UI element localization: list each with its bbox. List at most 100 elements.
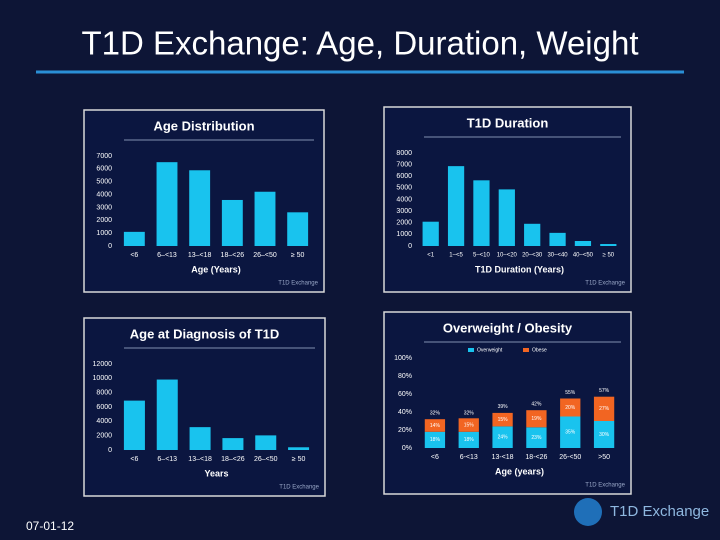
bar-segment	[424, 431, 446, 448]
x-tick-label: 26-<50	[559, 454, 581, 461]
data-label: 24%	[498, 435, 509, 441]
data-label: 30%	[599, 432, 610, 438]
bar-segment	[593, 396, 615, 421]
data-label: 23%	[531, 435, 542, 441]
y-tick-label: 1000	[396, 231, 412, 238]
y-tick-label: 20%	[398, 427, 412, 434]
y-tick-label: 4000	[96, 191, 112, 198]
data-label: 20%	[565, 405, 576, 411]
bar	[287, 212, 309, 246]
x-tick-label: ≥ 50	[292, 456, 306, 463]
y-tick-label: 8000	[96, 390, 112, 397]
y-tick-label: 10000	[93, 375, 113, 382]
y-tick-label: 12000	[93, 361, 113, 368]
chart-title: T1D Duration	[467, 115, 549, 130]
x-tick-label: ≥ 50	[602, 253, 614, 259]
x-tick-label: 26–<50	[254, 456, 278, 463]
bar	[549, 232, 566, 246]
x-tick-label: <1	[427, 253, 435, 259]
bar	[221, 199, 243, 246]
y-tick-label: 40%	[398, 409, 412, 416]
bar	[189, 427, 211, 450]
bar	[600, 244, 617, 246]
total-label: 39%	[498, 404, 509, 410]
bar-segment	[492, 412, 513, 427]
y-tick-label: 4000	[96, 418, 112, 425]
x-axis-title: T1D Duration (Years)	[475, 264, 564, 274]
y-tick-label: 0	[408, 243, 412, 250]
logo-text: T1D Exchange	[610, 503, 709, 520]
x-axis-title: Age (years)	[495, 466, 544, 476]
y-tick-label: 5000	[396, 185, 412, 192]
y-tick-label: 8000	[396, 150, 412, 157]
x-tick-label: 20–<30	[522, 253, 543, 259]
x-axis-title: Years	[204, 468, 228, 478]
data-label: 18%	[430, 437, 441, 443]
x-tick-label: 18–<26	[221, 456, 245, 463]
bar-segment	[424, 419, 446, 432]
bar	[447, 166, 465, 246]
y-tick-label: 80%	[398, 373, 412, 380]
bar	[156, 162, 178, 246]
bar	[288, 447, 310, 450]
watermark: T1D Exchange	[585, 281, 625, 287]
data-label: 15%	[464, 422, 475, 428]
data-label: 27%	[599, 406, 610, 412]
y-tick-label: 1000	[96, 230, 112, 237]
chart-title: Age at Diagnosis of T1D	[130, 326, 280, 341]
bar	[123, 231, 145, 246]
x-tick-label: 26–<50	[253, 252, 277, 259]
bar	[473, 180, 490, 246]
data-label: 18%	[464, 437, 475, 443]
x-tick-label: 10–<20	[497, 253, 518, 259]
bar	[123, 400, 145, 450]
chart-title: Overweight / Obesity	[443, 320, 573, 335]
slide-title: T1D Exchange: Age, Duration, Weight	[81, 25, 638, 62]
legend-swatch	[523, 348, 529, 352]
y-tick-label: 3000	[96, 204, 112, 211]
y-tick-label: 60%	[398, 391, 412, 398]
x-tick-label: 6-<13	[460, 454, 478, 461]
watermark: T1D Exchange	[278, 281, 318, 287]
bar-segment	[560, 398, 581, 417]
bar-segment	[492, 426, 513, 448]
total-label: 32%	[430, 411, 441, 417]
y-tick-label: 0%	[402, 445, 412, 452]
bar-segment	[526, 427, 547, 448]
bar	[156, 379, 178, 450]
data-label: 14%	[430, 423, 441, 429]
y-tick-label: 4000	[396, 196, 412, 203]
x-tick-label: 13–<18	[188, 252, 212, 259]
bar	[574, 241, 592, 246]
y-tick-label: 2000	[96, 217, 112, 224]
date: 07-01-12	[26, 519, 74, 533]
watermark: T1D Exchange	[279, 485, 319, 491]
legend-swatch	[468, 348, 474, 352]
chart-title: Age Distribution	[153, 118, 254, 133]
total-label: 57%	[599, 388, 610, 394]
bar	[189, 170, 211, 246]
watermark: T1D Exchange	[585, 483, 625, 489]
x-tick-label: 13–<18	[188, 456, 212, 463]
y-tick-label: 2000	[96, 433, 112, 440]
x-tick-label: <6	[431, 454, 439, 461]
x-tick-label: 30–<40	[547, 253, 568, 259]
y-tick-label: 100%	[394, 355, 412, 362]
bar-segment	[526, 410, 547, 428]
y-tick-label: 3000	[396, 208, 412, 215]
bar	[498, 189, 515, 246]
y-tick-label: 6000	[96, 166, 112, 173]
y-tick-label: 0	[108, 243, 112, 250]
y-tick-label: 0	[108, 447, 112, 454]
x-tick-label: <6	[130, 456, 138, 463]
legend-label: Obese	[532, 347, 547, 353]
bar-segment	[458, 418, 479, 432]
x-tick-label: 1–<5	[449, 253, 463, 259]
bar	[422, 221, 439, 246]
bar	[254, 191, 276, 246]
y-tick-label: 5000	[96, 179, 112, 186]
legend-label: Overweight	[477, 347, 503, 353]
x-tick-label: <6	[130, 252, 138, 259]
